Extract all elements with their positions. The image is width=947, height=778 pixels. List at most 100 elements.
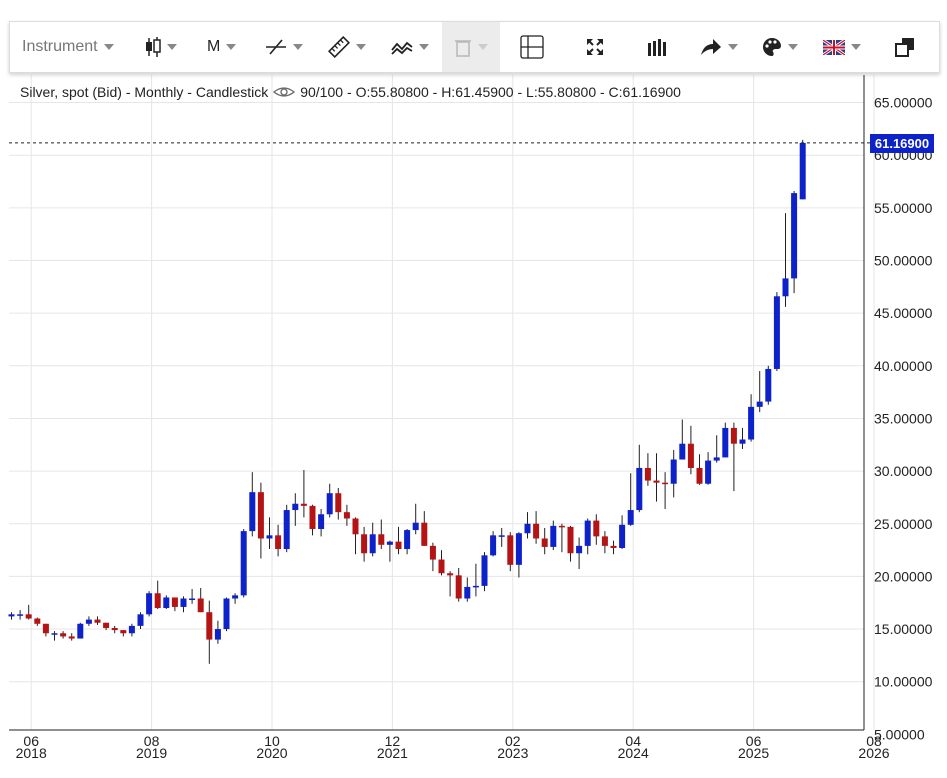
candle-body	[515, 533, 522, 565]
candle-down	[601, 531, 608, 554]
chart-header: Silver, spot (Bid) - Monthly - Candlesti…	[20, 84, 681, 100]
candle-up	[799, 139, 806, 200]
palette-dropdown[interactable]	[762, 22, 798, 72]
candle-up	[326, 483, 333, 518]
x-tick-month: 02	[505, 733, 521, 749]
volume-button[interactable]	[647, 22, 667, 72]
candle-body	[206, 612, 213, 640]
candle-up	[550, 520, 557, 551]
candle-body	[197, 598, 204, 613]
x-tick-year: 2026	[858, 745, 889, 761]
candle-up	[8, 612, 15, 620]
candle-down	[60, 631, 67, 639]
candle-body	[257, 492, 264, 539]
candle-body	[335, 493, 342, 513]
indicators-dropdown[interactable]	[391, 22, 429, 72]
candle-up	[490, 531, 497, 557]
language-flag-icon	[823, 39, 845, 55]
candle-up	[249, 472, 256, 537]
candle-up	[369, 522, 376, 557]
chevron-down-icon	[851, 44, 861, 50]
chart-type-dropdown[interactable]	[145, 22, 177, 72]
ruler-icon	[328, 36, 350, 58]
crosshair-button[interactable]	[520, 22, 544, 72]
candle-down	[68, 633, 75, 641]
candle-body	[283, 510, 290, 550]
candle-down	[593, 514, 600, 545]
candle-body	[438, 559, 445, 574]
delete-drawing-button[interactable]	[442, 22, 500, 72]
candle-body	[232, 595, 239, 599]
instrument-dropdown-label: Instrument	[22, 38, 98, 55]
y-tick-label: 40.00000	[874, 358, 933, 374]
candle-body	[361, 534, 368, 554]
candle-body	[490, 535, 497, 556]
candle-up	[464, 577, 471, 602]
candle-body	[292, 503, 299, 511]
palette-icon	[763, 38, 781, 56]
chevron-down-icon	[293, 44, 303, 50]
candle-body	[644, 467, 651, 481]
popout-button[interactable]	[895, 22, 915, 72]
ruler-dropdown[interactable]	[328, 22, 366, 72]
candle-body	[163, 597, 170, 608]
candle-up	[318, 509, 325, 537]
candle-body	[748, 406, 755, 440]
draw-line-dropdown[interactable]	[265, 22, 303, 72]
chevron-down-icon	[788, 44, 798, 50]
candle-body	[696, 467, 703, 484]
candle-down	[653, 453, 660, 502]
candle-up	[756, 371, 763, 413]
share-arrow-icon	[701, 39, 721, 55]
candle-down	[558, 523, 565, 553]
candle-body	[447, 573, 454, 576]
eye-icon[interactable]	[272, 85, 296, 99]
y-tick-label: 10.00000	[874, 674, 933, 690]
candle-up	[163, 595, 170, 610]
candle-body	[249, 492, 256, 532]
candle-body	[369, 534, 376, 554]
candle-body	[653, 480, 660, 483]
candle-body	[77, 623, 84, 639]
candle-down	[25, 604, 32, 620]
candle-body	[533, 523, 540, 539]
candle-up	[670, 450, 677, 498]
candle-body	[318, 514, 325, 530]
candle-up	[765, 365, 772, 405]
candle-body	[558, 525, 565, 528]
period-dropdown[interactable]: M	[207, 22, 237, 72]
y-tick-label: 5.00000	[874, 726, 925, 742]
candle-body	[524, 523, 531, 534]
candle-body	[94, 619, 101, 623]
fullscreen-button[interactable]	[586, 22, 604, 72]
language-dropdown[interactable]	[823, 22, 861, 72]
candle-up	[722, 422, 729, 458]
y-tick-label: 25.00000	[874, 516, 933, 532]
chevron-down-icon	[167, 44, 177, 50]
candle-body	[739, 439, 746, 444]
y-tick-label: 50.00000	[874, 253, 933, 269]
candle-body	[593, 520, 600, 537]
candle-down	[378, 519, 385, 550]
candle-down	[507, 532, 514, 572]
candle-up	[481, 552, 488, 592]
instrument-dropdown[interactable]: Instrument	[22, 22, 114, 72]
candle-body	[584, 520, 591, 546]
candle-up	[627, 473, 634, 526]
chevron-down-icon	[103, 44, 114, 50]
share-dropdown[interactable]	[700, 22, 738, 72]
candle-body	[507, 535, 514, 565]
candle-up	[472, 563, 479, 597]
y-tick-label: 65.00000	[874, 95, 933, 111]
candle-body	[68, 636, 75, 639]
candle-body	[42, 623, 49, 634]
candle-body	[791, 193, 798, 279]
x-tick-year: 2019	[136, 745, 167, 761]
x-tick-month: 08	[866, 733, 882, 749]
candle-up	[791, 191, 798, 294]
candle-up	[782, 213, 789, 307]
candle-up	[619, 515, 626, 550]
candle-up	[386, 540, 393, 562]
candle-up	[584, 518, 591, 555]
